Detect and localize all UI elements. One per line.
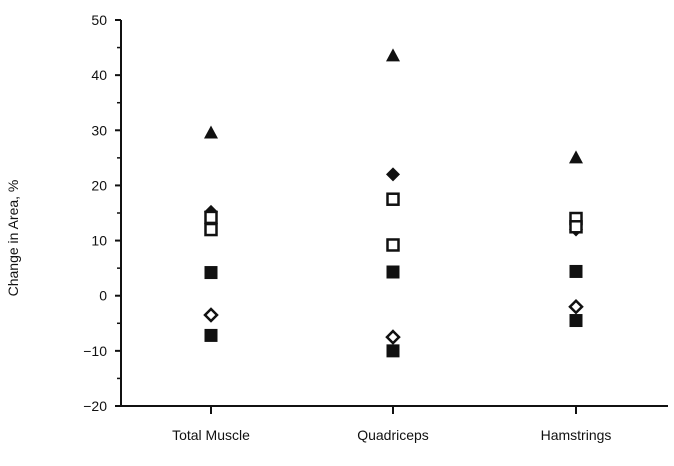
axes: −20 −10 0 10 20 30 40 50 Total Muscle Quadriceps H… xyxy=(83,12,668,443)
open-square-point xyxy=(386,238,400,252)
y-tick-label: 40 xyxy=(91,67,107,83)
y-tick-label: −10 xyxy=(83,343,107,359)
open-diamond-point xyxy=(203,307,219,323)
filled-square-point xyxy=(386,265,400,279)
filled-square-point xyxy=(204,328,218,342)
open-diamond-point xyxy=(568,298,584,315)
filled-square-point xyxy=(386,344,400,358)
open-square-point xyxy=(204,222,218,237)
y-tick-label: −20 xyxy=(83,398,107,414)
y-tick-label: 50 xyxy=(91,12,107,28)
open-square-point xyxy=(569,220,583,234)
x-tick-label: Hamstrings xyxy=(541,427,612,443)
y-tick-label: 0 xyxy=(99,288,107,304)
triangle-point xyxy=(204,125,218,139)
triangle-point xyxy=(569,150,583,164)
open-diamond-point xyxy=(385,329,401,345)
data-marks xyxy=(203,48,584,358)
y-tick-label: 20 xyxy=(91,177,107,193)
y-axis-title: Change in Area, % xyxy=(5,180,21,297)
filled-square-point xyxy=(569,264,583,278)
filled-diamond-point xyxy=(386,167,400,182)
filled-square-point xyxy=(569,314,583,328)
x-tick-label: Quadriceps xyxy=(357,427,429,443)
x-tick-label: Total Muscle xyxy=(172,427,250,443)
open-square-point xyxy=(386,192,400,206)
y-tick-label: 30 xyxy=(91,122,107,138)
filled-square-point xyxy=(204,266,218,280)
y-tick-label: 10 xyxy=(91,233,107,249)
triangle-point xyxy=(386,48,400,62)
open-square-point xyxy=(204,210,218,225)
